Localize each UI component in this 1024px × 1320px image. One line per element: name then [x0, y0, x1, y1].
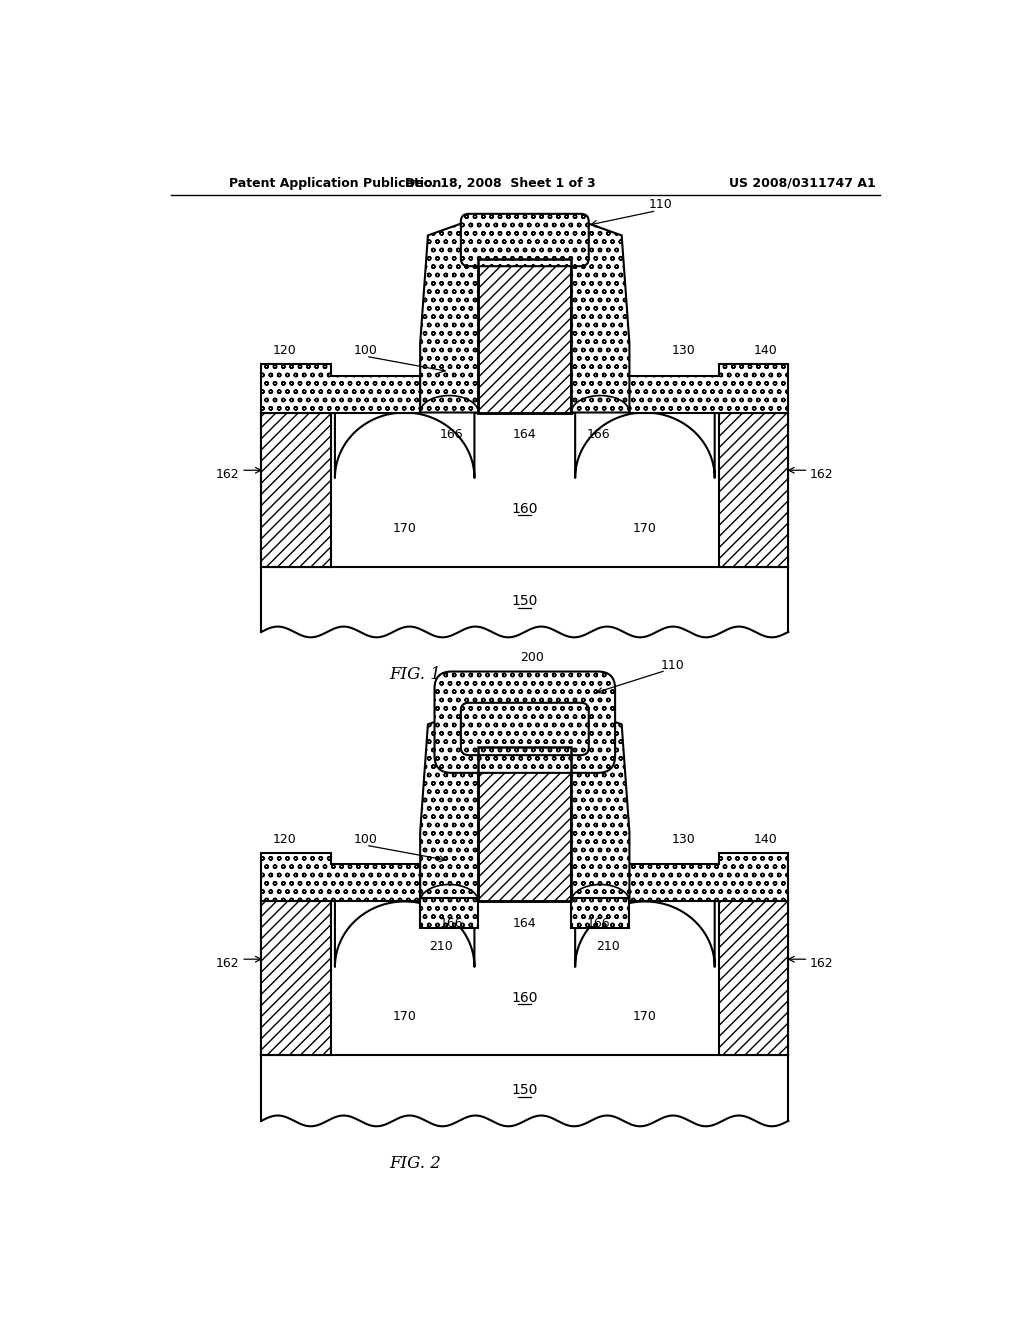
- Polygon shape: [420, 215, 484, 412]
- Text: 162: 162: [810, 467, 834, 480]
- Polygon shape: [261, 566, 788, 632]
- Text: 166: 166: [439, 428, 463, 441]
- Text: 162: 162: [810, 957, 834, 970]
- FancyBboxPatch shape: [461, 702, 589, 755]
- Bar: [719, 412, 788, 566]
- Polygon shape: [630, 853, 788, 902]
- Bar: [261, 902, 331, 1056]
- Polygon shape: [335, 902, 474, 966]
- Polygon shape: [261, 364, 420, 412]
- FancyBboxPatch shape: [434, 672, 615, 774]
- Polygon shape: [261, 1056, 788, 1121]
- Text: 120: 120: [272, 833, 296, 846]
- Bar: [478, 259, 571, 412]
- Text: 170: 170: [633, 1010, 656, 1023]
- Polygon shape: [630, 364, 788, 412]
- Bar: [478, 259, 571, 412]
- Text: 120: 120: [272, 343, 296, 356]
- Text: 162: 162: [216, 467, 240, 480]
- Text: 166: 166: [587, 428, 610, 441]
- Polygon shape: [565, 705, 630, 902]
- Text: 166: 166: [587, 916, 610, 929]
- Polygon shape: [335, 412, 474, 478]
- Text: 170: 170: [393, 1010, 417, 1023]
- Text: 100: 100: [354, 343, 378, 356]
- Text: 160: 160: [512, 991, 538, 1005]
- Text: 210: 210: [596, 940, 620, 953]
- Text: US 2008/0311747 A1: US 2008/0311747 A1: [729, 177, 876, 190]
- Text: 100: 100: [354, 833, 378, 846]
- Bar: [478, 747, 571, 902]
- Polygon shape: [565, 215, 630, 412]
- Text: 164: 164: [513, 916, 537, 929]
- Polygon shape: [261, 412, 788, 566]
- Polygon shape: [420, 705, 484, 902]
- Polygon shape: [261, 566, 788, 638]
- Text: 170: 170: [393, 521, 417, 535]
- Text: Patent Application Publication: Patent Application Publication: [228, 177, 441, 190]
- Polygon shape: [261, 1056, 788, 1126]
- Text: 140: 140: [754, 833, 777, 846]
- Text: 200: 200: [520, 651, 545, 664]
- Bar: [478, 747, 571, 902]
- Text: FIG. 1: FIG. 1: [389, 665, 440, 682]
- Bar: [571, 898, 630, 928]
- Bar: [719, 902, 788, 1056]
- Text: 162: 162: [216, 957, 240, 970]
- Text: 110: 110: [660, 659, 684, 672]
- Text: 210: 210: [430, 940, 454, 953]
- Text: Dec. 18, 2008  Sheet 1 of 3: Dec. 18, 2008 Sheet 1 of 3: [404, 177, 595, 190]
- Polygon shape: [261, 902, 788, 1056]
- Polygon shape: [575, 412, 715, 478]
- Text: 150: 150: [512, 1084, 538, 1097]
- Bar: [420, 898, 478, 928]
- Text: 110: 110: [648, 198, 673, 211]
- Bar: [261, 412, 331, 566]
- Text: 166: 166: [439, 916, 463, 929]
- Text: 130: 130: [672, 833, 695, 846]
- Polygon shape: [575, 902, 715, 966]
- Text: 150: 150: [512, 594, 538, 609]
- FancyBboxPatch shape: [461, 702, 589, 755]
- Text: 140: 140: [754, 343, 777, 356]
- Text: FIG. 2: FIG. 2: [389, 1155, 440, 1172]
- Text: 164: 164: [513, 428, 537, 441]
- Text: 160: 160: [512, 502, 538, 516]
- Polygon shape: [261, 853, 420, 902]
- Text: 130: 130: [672, 343, 695, 356]
- FancyBboxPatch shape: [461, 214, 589, 267]
- Text: 170: 170: [633, 521, 656, 535]
